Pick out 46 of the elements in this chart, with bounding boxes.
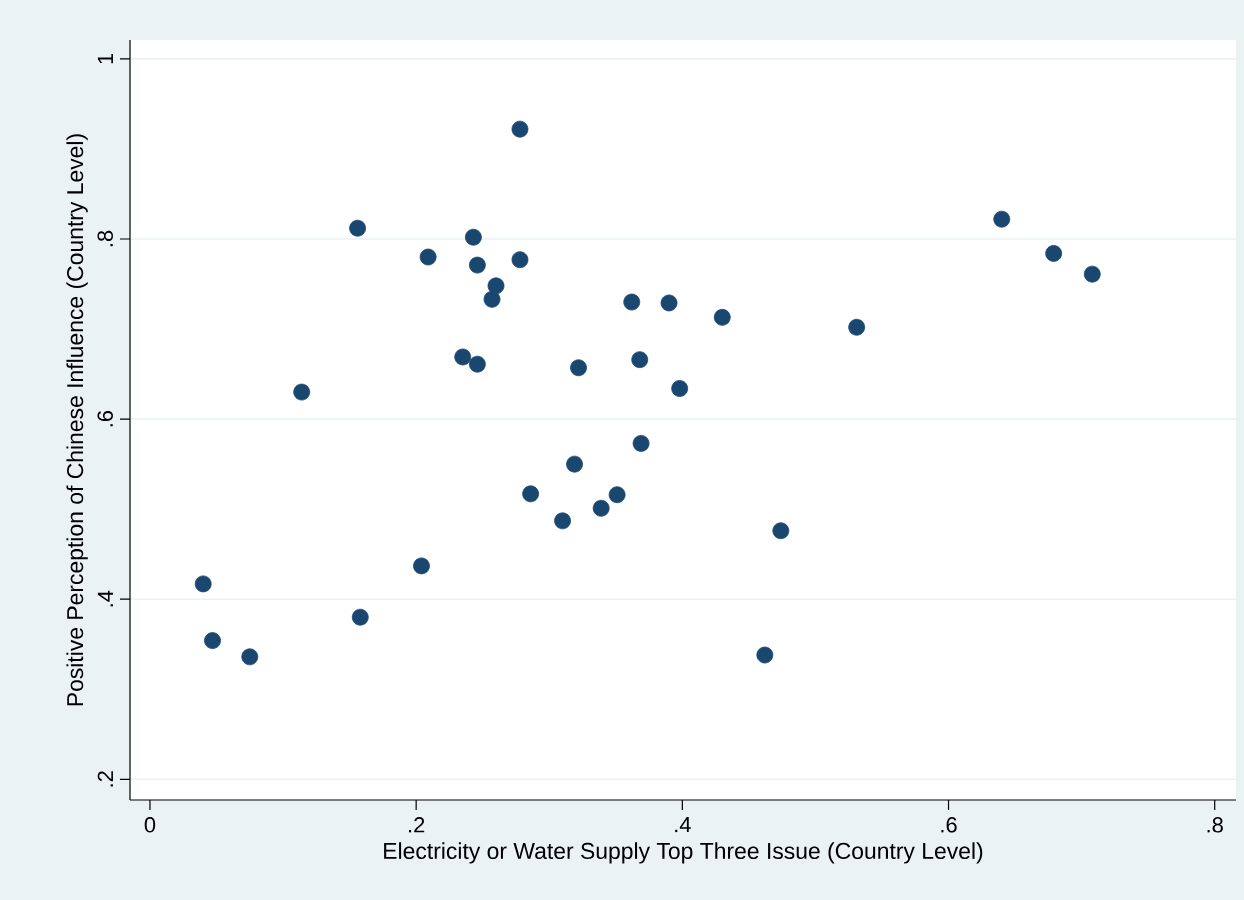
point [631,351,649,369]
point [1083,265,1101,283]
y-tick-label: .8 [97,230,113,247]
point [349,219,366,237]
point [487,277,505,295]
point [454,348,472,366]
point [993,210,1011,228]
point [608,486,626,504]
y-tick-label: .2 [97,771,113,787]
x-tick-label: .4 [675,817,691,833]
point [772,522,790,540]
point [756,646,774,664]
point [204,632,221,650]
x-tick-label: 0 [144,817,156,833]
point [413,557,430,575]
point [483,290,501,308]
point [660,294,678,312]
point [511,251,529,269]
point [464,228,482,246]
point [566,455,583,473]
y-axis-title: Positive Perception of Chinese Influence (Country Level) [66,134,88,706]
point [522,485,540,503]
x-tick-label: .8 [1207,817,1223,833]
point [419,248,437,266]
y-tick-label: .6 [97,410,113,427]
point [351,608,369,626]
x-tick-label: .2 [409,817,425,833]
point [848,318,866,336]
x-tick-label: .6 [941,817,957,833]
point [713,308,731,326]
point [1045,245,1063,262]
y-tick-label: .4 [97,590,113,607]
x-axis-title: Electricity or Water Supply Top Three Issue (Country Level) [384,842,983,864]
point [570,359,587,377]
point [554,512,571,530]
point [468,355,486,373]
y-tick-label: 1 [97,53,113,64]
point [632,435,650,452]
point [511,120,529,138]
point [623,293,641,311]
point [592,499,610,517]
point [241,648,259,666]
point [468,256,486,274]
point [293,383,311,401]
point [671,380,689,397]
point [194,575,212,593]
